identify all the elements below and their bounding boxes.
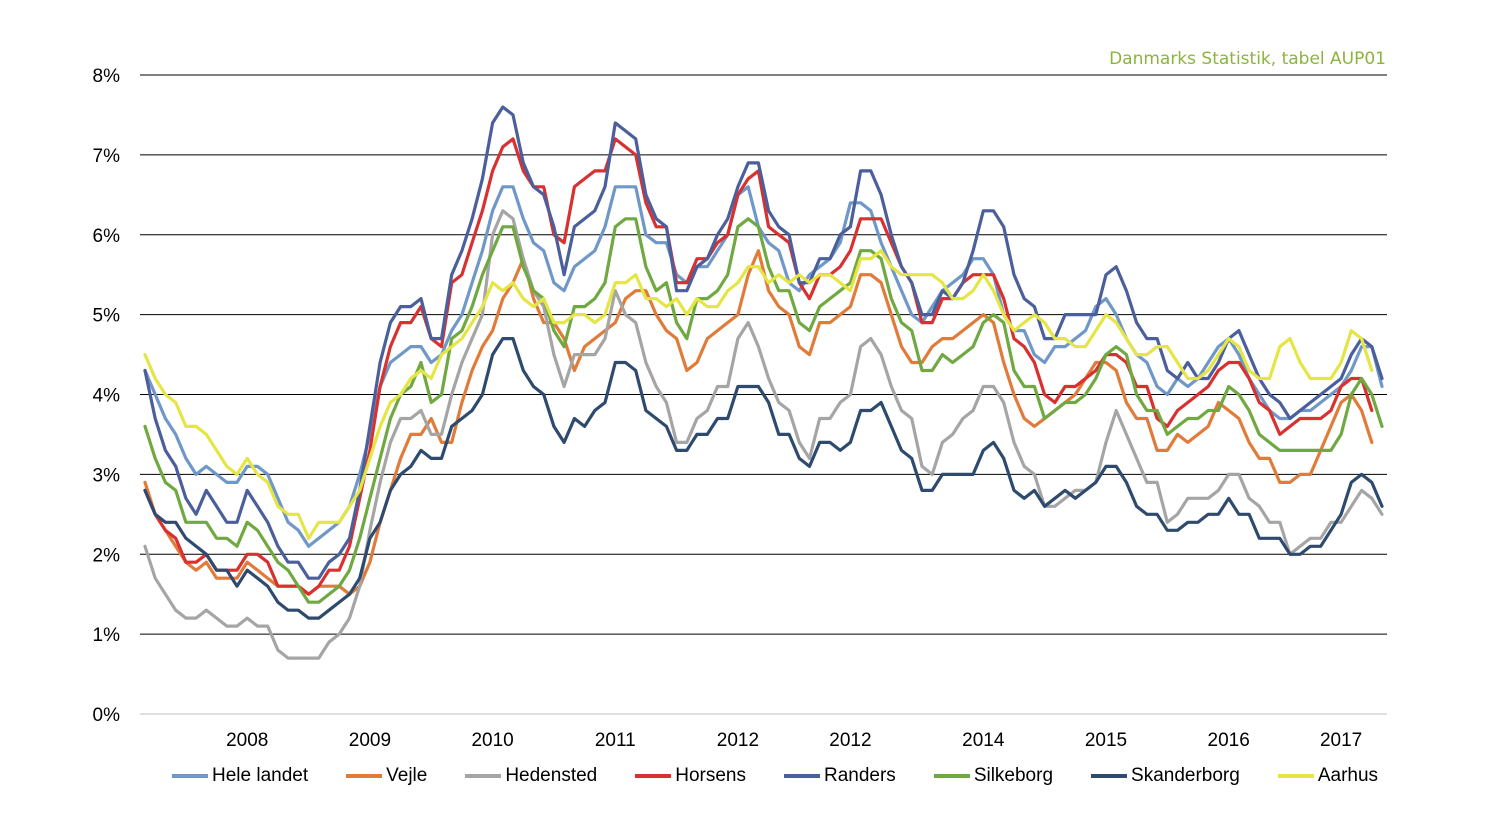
x-axis-ticks: 2008 2009 2010 2011 2012 2012 2014 2015 2016 2017 <box>226 730 1362 751</box>
legend-swatch <box>783 774 820 778</box>
legend-item: Aarhus <box>1277 765 1416 787</box>
y-tick-label: 1% <box>93 625 121 646</box>
legend-item: Skanderborg <box>1091 765 1278 787</box>
x-tick-label: 2010 <box>471 730 513 751</box>
legend-item: Hedensted <box>465 765 635 787</box>
y-tick-label: 6% <box>93 226 121 247</box>
x-tick-label: 2015 <box>1085 730 1127 751</box>
y-tick-label: 0% <box>93 705 121 726</box>
legend-item: Vejle <box>346 765 465 787</box>
legend-label: Silkeborg <box>973 765 1054 786</box>
series-lines <box>143 105 1384 660</box>
legend-swatch <box>635 774 672 778</box>
series-line-skanderborg <box>143 337 1384 620</box>
series-line-aarhus <box>143 249 1374 540</box>
x-tick-label: 2014 <box>962 730 1005 751</box>
legend-item: Horsens <box>635 765 784 787</box>
legend-item: Randers <box>783 765 934 787</box>
series-line-horsens <box>143 137 1374 596</box>
legend-item: Silkeborg <box>933 765 1091 787</box>
x-tick-label: 2017 <box>1320 730 1362 751</box>
y-tick-label: 3% <box>93 465 121 486</box>
legend-label: Hedensted <box>505 765 598 786</box>
legend-swatch <box>933 774 970 778</box>
y-tick-label: 7% <box>93 146 121 167</box>
x-tick-label: 2012 <box>717 730 759 751</box>
y-tick-label: 8% <box>93 66 121 87</box>
y-axis-ticks: 0% 1% 2% 3% 4% 5% 6% 7% 8% <box>93 66 121 726</box>
y-tick-label: 5% <box>93 306 121 327</box>
series-line-vejle <box>143 249 1374 596</box>
legend-swatch <box>172 774 208 778</box>
series-line-silkeborg <box>143 217 1384 604</box>
series-line-hedensted <box>143 209 1384 660</box>
y-tick-label: 4% <box>93 386 121 407</box>
legend: Hele landet Vejle Hedensted Horsens Randers S… <box>172 765 1416 787</box>
x-tick-label: 2008 <box>226 730 268 751</box>
legend-swatch <box>1091 774 1128 778</box>
legend-label: Vejle <box>386 765 428 786</box>
x-tick-label: 2012 <box>829 730 871 751</box>
series-line-randers <box>143 105 1384 580</box>
source-note: Danmarks Statistik, tabel AUP01 <box>1109 49 1386 69</box>
y-tick-label: 2% <box>93 545 121 566</box>
legend-item: Hele landet <box>172 765 346 787</box>
legend-label: Aarhus <box>1317 765 1379 786</box>
legend-label: Horsens <box>675 765 746 786</box>
legend-label: Randers <box>823 765 896 786</box>
legend-swatch <box>1277 774 1314 778</box>
x-tick-label: 2009 <box>349 730 391 751</box>
legend-swatch <box>346 774 383 778</box>
x-tick-label: 2011 <box>595 730 636 751</box>
x-tick-label: 2016 <box>1208 730 1250 751</box>
legend-swatch <box>465 774 502 778</box>
legend-label: Skanderborg <box>1131 765 1240 786</box>
legend-label: Hele landet <box>212 765 309 786</box>
